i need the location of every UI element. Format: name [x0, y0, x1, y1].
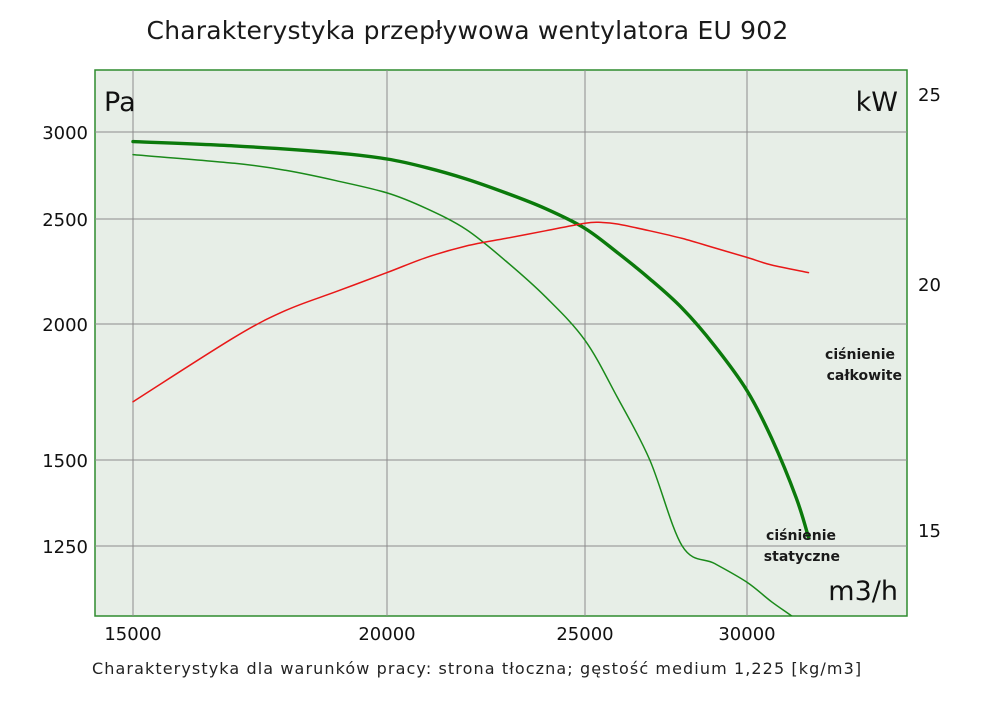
left-tick-label-2500: 2500 — [42, 210, 88, 231]
right-tick-label-20: 20 — [918, 275, 941, 296]
x-tick-label-15000: 15000 — [104, 624, 161, 645]
right-axis-unit: kW — [856, 87, 898, 118]
x-tick-label-20000: 20000 — [358, 624, 415, 645]
x-axis-unit: m3/h — [828, 576, 898, 607]
chart-title: Charakterystyka przepływowa wentylatora … — [146, 16, 789, 45]
plot-area — [94, 69, 908, 617]
x-tick-label-25000: 25000 — [556, 624, 613, 645]
annotation-static-pressure-line2: statyczne — [764, 549, 840, 565]
left-tick-label-2000: 2000 — [42, 315, 88, 336]
left-tick-label-1250: 1250 — [42, 537, 88, 558]
left-axis-unit: Pa — [104, 87, 136, 118]
annotation-total-pressure-line2: całkowite — [827, 368, 902, 384]
series-layer — [131, 139, 811, 616]
chart-note: Charakterystyka dla warunków pracy: stro… — [92, 659, 863, 678]
power-line — [132, 221, 810, 403]
static-pressure-line — [132, 153, 793, 616]
grid — [95, 70, 907, 616]
right-tick-label-25: 25 — [918, 85, 941, 106]
x-tick-label-30000: 30000 — [718, 624, 775, 645]
annotation-total-pressure-line1: ciśnienie — [825, 347, 895, 363]
right-tick-label-15: 15 — [918, 521, 941, 542]
left-tick-label-1500: 1500 — [42, 451, 88, 472]
left-tick-label-3000: 3000 — [42, 123, 88, 144]
annotation-static-pressure-line1: ciśnienie — [766, 528, 836, 544]
